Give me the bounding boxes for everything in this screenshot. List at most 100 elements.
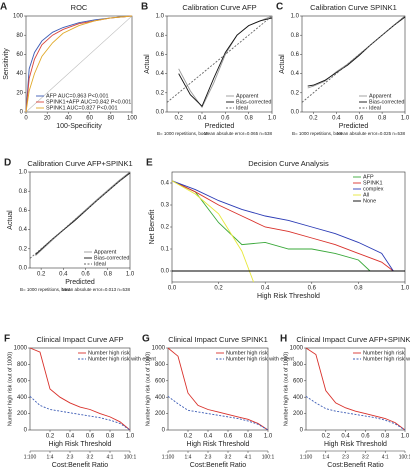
x-tick-label: 0.8 — [381, 434, 390, 440]
x-tick-label: 0.4 — [198, 116, 207, 122]
panel-label: H — [280, 334, 287, 345]
x-tick-label: 1.0 — [126, 434, 135, 440]
x2-tick-label: 1:100 — [24, 454, 37, 460]
panel-label: A — [0, 2, 7, 13]
y-tick-label: 80 — [16, 33, 23, 39]
y-tick-label: 0.4 — [156, 71, 165, 77]
legend-label: Ideal — [236, 105, 248, 111]
data-line — [29, 347, 131, 431]
data-line — [301, 15, 406, 103]
data-line — [305, 396, 406, 431]
y-tick-label: 0.0 — [291, 110, 300, 116]
x-tick-label: 0.4 — [66, 434, 75, 440]
x-tick-label: 0.4 — [261, 286, 270, 292]
x-tick-label: 0.6 — [361, 434, 370, 440]
y-tick-label: 1000 — [14, 346, 28, 352]
data-line — [307, 15, 406, 89]
plot-frame — [305, 347, 406, 431]
y-tick-label: 1.0 — [19, 170, 28, 176]
x-tick-label: 0.4 — [204, 434, 213, 440]
y-tick-label: 0.4 — [19, 227, 28, 233]
x-tick-label: 0.2 — [174, 116, 183, 122]
legend-label: Bias-corrected — [236, 99, 271, 105]
footnote: Mean absolute error=0.013 n=538 — [62, 287, 131, 292]
data-line — [171, 180, 371, 272]
y-tick-label: 0.4 — [161, 181, 170, 187]
x2-tick-label: 4:1 — [245, 454, 252, 460]
x-tick-label: 0.4 — [332, 116, 341, 122]
x-tick-label: 0.2 — [214, 286, 223, 292]
legend-label: Apparent — [369, 93, 392, 99]
x-tick-label: 0.6 — [355, 116, 364, 122]
x-tick-label: 0.8 — [244, 116, 253, 122]
x-axis-label: 100-Specificity — [56, 123, 102, 130]
legend-label: Number high risk with event — [226, 356, 294, 362]
y-axis-label: Number high risk (out of 1000) — [145, 352, 151, 426]
legend-label: Apparent — [236, 93, 259, 99]
x-tick-label: 0.2 — [37, 272, 46, 278]
x-tick-label: 1.0 — [401, 286, 410, 292]
y-tick-label: 0.8 — [156, 33, 165, 39]
chart-title: Clinical Impact Curve SPINK1 — [168, 335, 268, 344]
x2-tick-label: 1:4 — [47, 454, 54, 460]
y-tick-label: 100 — [13, 14, 24, 20]
y-tick-label: 0.2 — [161, 225, 170, 231]
x2-tick-label: 100:1 — [399, 454, 410, 460]
y-tick-label: 0.8 — [19, 189, 28, 195]
x2-tick-label: 100:1 — [124, 454, 137, 460]
y-tick-label: 0.2 — [291, 90, 300, 96]
y-axis-label: Net Benefit — [149, 210, 156, 245]
x-tick-label: 1.0 — [268, 116, 277, 122]
plot-frame — [167, 347, 269, 431]
panel-label: F — [4, 334, 10, 345]
y-tick-label: 0.8 — [291, 33, 300, 39]
data-line — [171, 180, 394, 272]
x-tick-label: 0.2 — [184, 434, 193, 440]
x-tick-label: 0.8 — [378, 116, 387, 122]
plot-frame — [166, 15, 273, 113]
data-line — [171, 180, 254, 283]
x2-tick-label: 3:2 — [362, 454, 369, 460]
panel-label: B — [141, 2, 148, 13]
y-tick-label: 0.4 — [291, 71, 300, 77]
x-tick-label: 1.0 — [126, 272, 135, 278]
x-tick-label: 0.8 — [106, 434, 115, 440]
y-tick-label: 0 — [24, 428, 28, 434]
data-line — [307, 16, 406, 87]
x-tick-label: 40 — [65, 116, 72, 122]
x2-tick-label: 2:3 — [205, 454, 212, 460]
y-tick-label: 0.6 — [291, 52, 300, 58]
data-line — [25, 15, 133, 113]
legend-label: SPINK1 AUC=0.827 P<0.001 — [46, 105, 118, 111]
x-tick-label: 0.2 — [46, 434, 55, 440]
y-tick-label: 600 — [155, 378, 166, 384]
y-tick-label: 0.0 — [156, 110, 165, 116]
chart-title: Calibration Curve AFP — [182, 3, 256, 12]
y-tick-label: 1.0 — [156, 14, 165, 20]
data-line — [167, 396, 269, 431]
x-tick-label: 1.0 — [401, 116, 410, 122]
legend-label: None — [363, 198, 376, 204]
x-tick-label: 1.0 — [264, 434, 273, 440]
legend-label: Number high risk with event — [88, 356, 156, 362]
y-tick-label: 0.6 — [19, 208, 28, 214]
y-axis-label: Number high risk (out of 1000) — [7, 352, 13, 426]
legend-label: All — [363, 192, 369, 198]
y-axis-label: Sensitivity — [3, 48, 10, 80]
legend-label: Ideal — [369, 105, 381, 111]
chart-title: Clinical Impact Curve AFP — [36, 335, 123, 344]
y-axis-label: Actual — [7, 210, 14, 230]
y-axis-label: Number high risk (out of 1000) — [283, 352, 289, 426]
y-tick-label: 1000 — [290, 346, 304, 352]
legend-label: SPINK1+AFP AUC=0.842 P<0.001 — [46, 99, 131, 105]
y-tick-label: 200 — [293, 411, 304, 417]
legend-label: Apparent — [94, 249, 117, 255]
footnote: Mean absolute error=0.065 n=538 — [204, 131, 273, 136]
x-tick-label: 0.4 — [59, 272, 68, 278]
x-tick-label: 20 — [44, 116, 51, 122]
y-tick-label: 600 — [293, 378, 304, 384]
x-tick-label: 0.2 — [309, 116, 318, 122]
footnote: B= 1000 repetitions, boot — [20, 287, 71, 292]
x2-tick-label: 2:3 — [67, 454, 74, 460]
y-axis-label: Actual — [144, 54, 151, 74]
